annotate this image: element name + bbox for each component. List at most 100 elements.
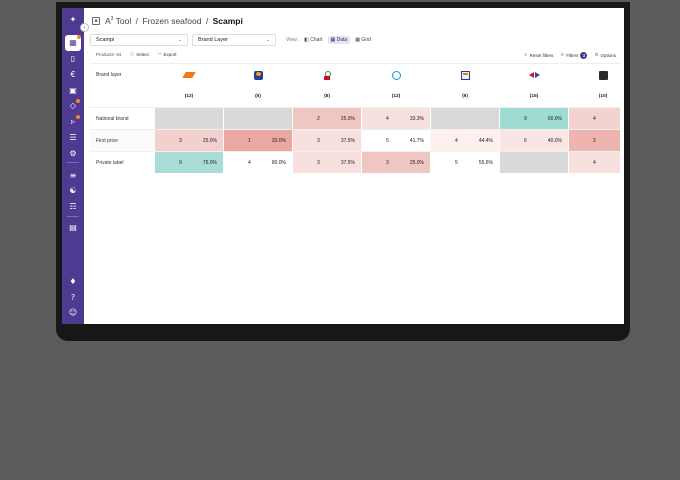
users-icon[interactable]: ☯ — [69, 186, 77, 195]
albert-heijn-logo — [391, 70, 401, 80]
table-row: First price 3 25.0% 1 20.0% 3 37.5% 5 41.7% 4 44.4… — [90, 129, 620, 151]
sidebar-divider — [67, 162, 79, 163]
logo-icon[interactable]: ✦ — [69, 15, 77, 24]
megaphone-icon[interactable]: ▹ — [70, 117, 75, 126]
bell-icon[interactable]: ♦ — [69, 277, 77, 286]
controls-bar: Scampi ⌄ Brand Layer ⌄ View: ◧ Chart ▦ D… — [90, 34, 376, 46]
hierarchy-icon[interactable]: ☶ — [69, 202, 77, 211]
select-button[interactable]: ○ Select — [130, 52, 149, 57]
cell-percent: 55.6% — [478, 159, 493, 166]
orange-parallelogram-logo — [182, 72, 196, 78]
table-cell[interactable] — [224, 108, 292, 129]
cell-count: 5 — [455, 159, 458, 166]
view-chart-button[interactable]: ◧ Chart — [304, 37, 323, 43]
table-toolbar: Products: 94 ○ Select ⇨ Export × Reset filt… — [92, 52, 616, 60]
cell-percent: 25.0% — [409, 159, 424, 166]
cell-percent: 44.4% — [478, 137, 493, 144]
help-icon[interactable]: ? — [70, 293, 76, 302]
table-cell[interactable]: 44 — [569, 108, 620, 129]
table-cell[interactable]: 4 44.4% — [431, 130, 499, 151]
retailer-column-header[interactable] — [569, 64, 620, 86]
cell-count: 4 — [593, 159, 596, 166]
cell-count: 5 — [386, 137, 389, 144]
product-select[interactable]: Scampi ⌄ — [90, 34, 188, 46]
retailer-column-header[interactable] — [224, 64, 292, 86]
dimension-select[interactable]: Brand Layer ⌄ — [192, 34, 276, 46]
breadcrumb-category[interactable]: Frozen seafood — [142, 16, 202, 26]
breadcrumb-app[interactable]: A3 Tool — [105, 16, 132, 26]
cell-percent: 40.0% — [547, 137, 562, 144]
cell-percent: 20.0% — [271, 137, 286, 144]
retailer-product-count: (10) — [598, 94, 608, 99]
dashboard-icon[interactable]: ▦ — [65, 35, 81, 51]
view-grid-button[interactable]: ▦ Grid — [355, 37, 371, 43]
products-count: Products: 94 — [96, 52, 122, 57]
row-label: Private label — [96, 159, 124, 166]
cell-percent: 25.0% — [340, 115, 355, 122]
table-cell[interactable]: 22 — [569, 130, 620, 151]
cell-percent: 41.7% — [409, 137, 424, 144]
tag-icon[interactable]: ◇ — [69, 101, 77, 110]
retailer-column-header[interactable] — [362, 64, 430, 86]
notification-dot — [76, 115, 80, 119]
document-icon[interactable]: ▤ — [69, 223, 77, 232]
table-cell[interactable]: 3 25.0% — [362, 152, 430, 173]
table-cell[interactable]: 6 40.0% — [500, 130, 568, 151]
cell-count: 3 — [386, 159, 389, 166]
close-icon: × — [523, 53, 528, 58]
table-cell[interactable]: 44 — [569, 152, 620, 173]
cell-count: 9 — [524, 115, 527, 122]
retailer-column-header[interactable] — [293, 64, 361, 86]
table-cell[interactable]: 3 25.0% — [155, 130, 223, 151]
app-window: ✦ ▦ ▯ € ▣ ◇ ▹ ☰ ⚙ ≡ ☯ ☶ ▤ ♦ ? ☺ ‹ ■ A3 T… — [62, 8, 624, 324]
sidebar: ✦ ▦ ▯ € ▣ ◇ ▹ ☰ ⚙ ≡ ☯ ☶ ▤ ♦ ? ☺ — [62, 8, 84, 324]
table-cell[interactable]: 4 80.0% — [224, 152, 292, 173]
retailer-column-header[interactable] — [431, 64, 499, 86]
filters-count-badge: 3 — [580, 52, 588, 59]
cell-count: 6 — [524, 137, 527, 144]
cell-count: 1 — [248, 137, 251, 144]
export-button[interactable]: ⇨ Export — [157, 52, 177, 57]
table-cell[interactable]: 5 41.7% — [362, 130, 430, 151]
settings-icon[interactable]: ⚙ — [69, 149, 77, 158]
reset-filters-button[interactable]: × Reset filters — [523, 53, 554, 58]
table-cell[interactable] — [431, 108, 499, 129]
delhaize-logo — [253, 70, 263, 80]
table-cell[interactable]: 3 37.5% — [293, 152, 361, 173]
carrefour-logo — [528, 71, 540, 79]
cell-percent: 25.0% — [202, 137, 217, 144]
cell-count: 4 — [386, 115, 389, 122]
table-cell[interactable]: 1 20.0% — [224, 130, 292, 151]
table-cell[interactable]: 9 60.0% — [500, 108, 568, 129]
sidebar-divider — [67, 216, 79, 217]
filters-button[interactable]: ≡ Filters 3 — [560, 52, 588, 59]
collapse-sidebar-button[interactable]: ‹ — [80, 23, 89, 32]
retailer-column-header[interactable] — [155, 64, 223, 86]
table-cell[interactable]: 4 33.3% — [362, 108, 430, 129]
table-icon: ▦ — [330, 37, 336, 43]
table-cell[interactable] — [155, 108, 223, 129]
grid-icon: ▦ — [355, 37, 360, 43]
retailer-column-header[interactable] — [500, 64, 568, 86]
table-cell[interactable]: 5 55.6% — [431, 152, 499, 173]
brand-layer-table: Brand layer (12) (5) (8) (12) (9) (15) (10) Na… — [90, 63, 620, 173]
page-icon: ■ — [92, 17, 100, 25]
cell-percent: 33.3% — [409, 115, 424, 122]
sliders-icon[interactable]: ≡ — [69, 171, 77, 180]
table-cell[interactable]: 9 75.0% — [155, 152, 223, 173]
table-cell[interactable]: 3 37.5% — [293, 130, 361, 151]
view-data-button[interactable]: ▦ Data — [327, 36, 351, 44]
cart-icon[interactable]: ▯ — [70, 54, 76, 63]
select-icon: ○ — [130, 52, 135, 57]
euro-icon[interactable]: € — [70, 70, 76, 79]
table-cell[interactable] — [500, 152, 568, 173]
table-row: Private label 9 75.0% 4 80.0% 3 37.5% 3 25.0% 5 55… — [90, 151, 620, 173]
calendar-icon[interactable]: ▣ — [69, 86, 77, 95]
cell-percent: 37.5% — [340, 159, 355, 166]
list-icon[interactable]: ☰ — [69, 133, 77, 142]
table-cell[interactable]: 2 25.0% — [293, 108, 361, 129]
options-button[interactable]: ⚙ Options — [594, 53, 616, 58]
user-icon[interactable]: ☺ — [68, 308, 78, 317]
row-label: First price — [96, 137, 118, 144]
cell-count: 4 — [455, 137, 458, 144]
